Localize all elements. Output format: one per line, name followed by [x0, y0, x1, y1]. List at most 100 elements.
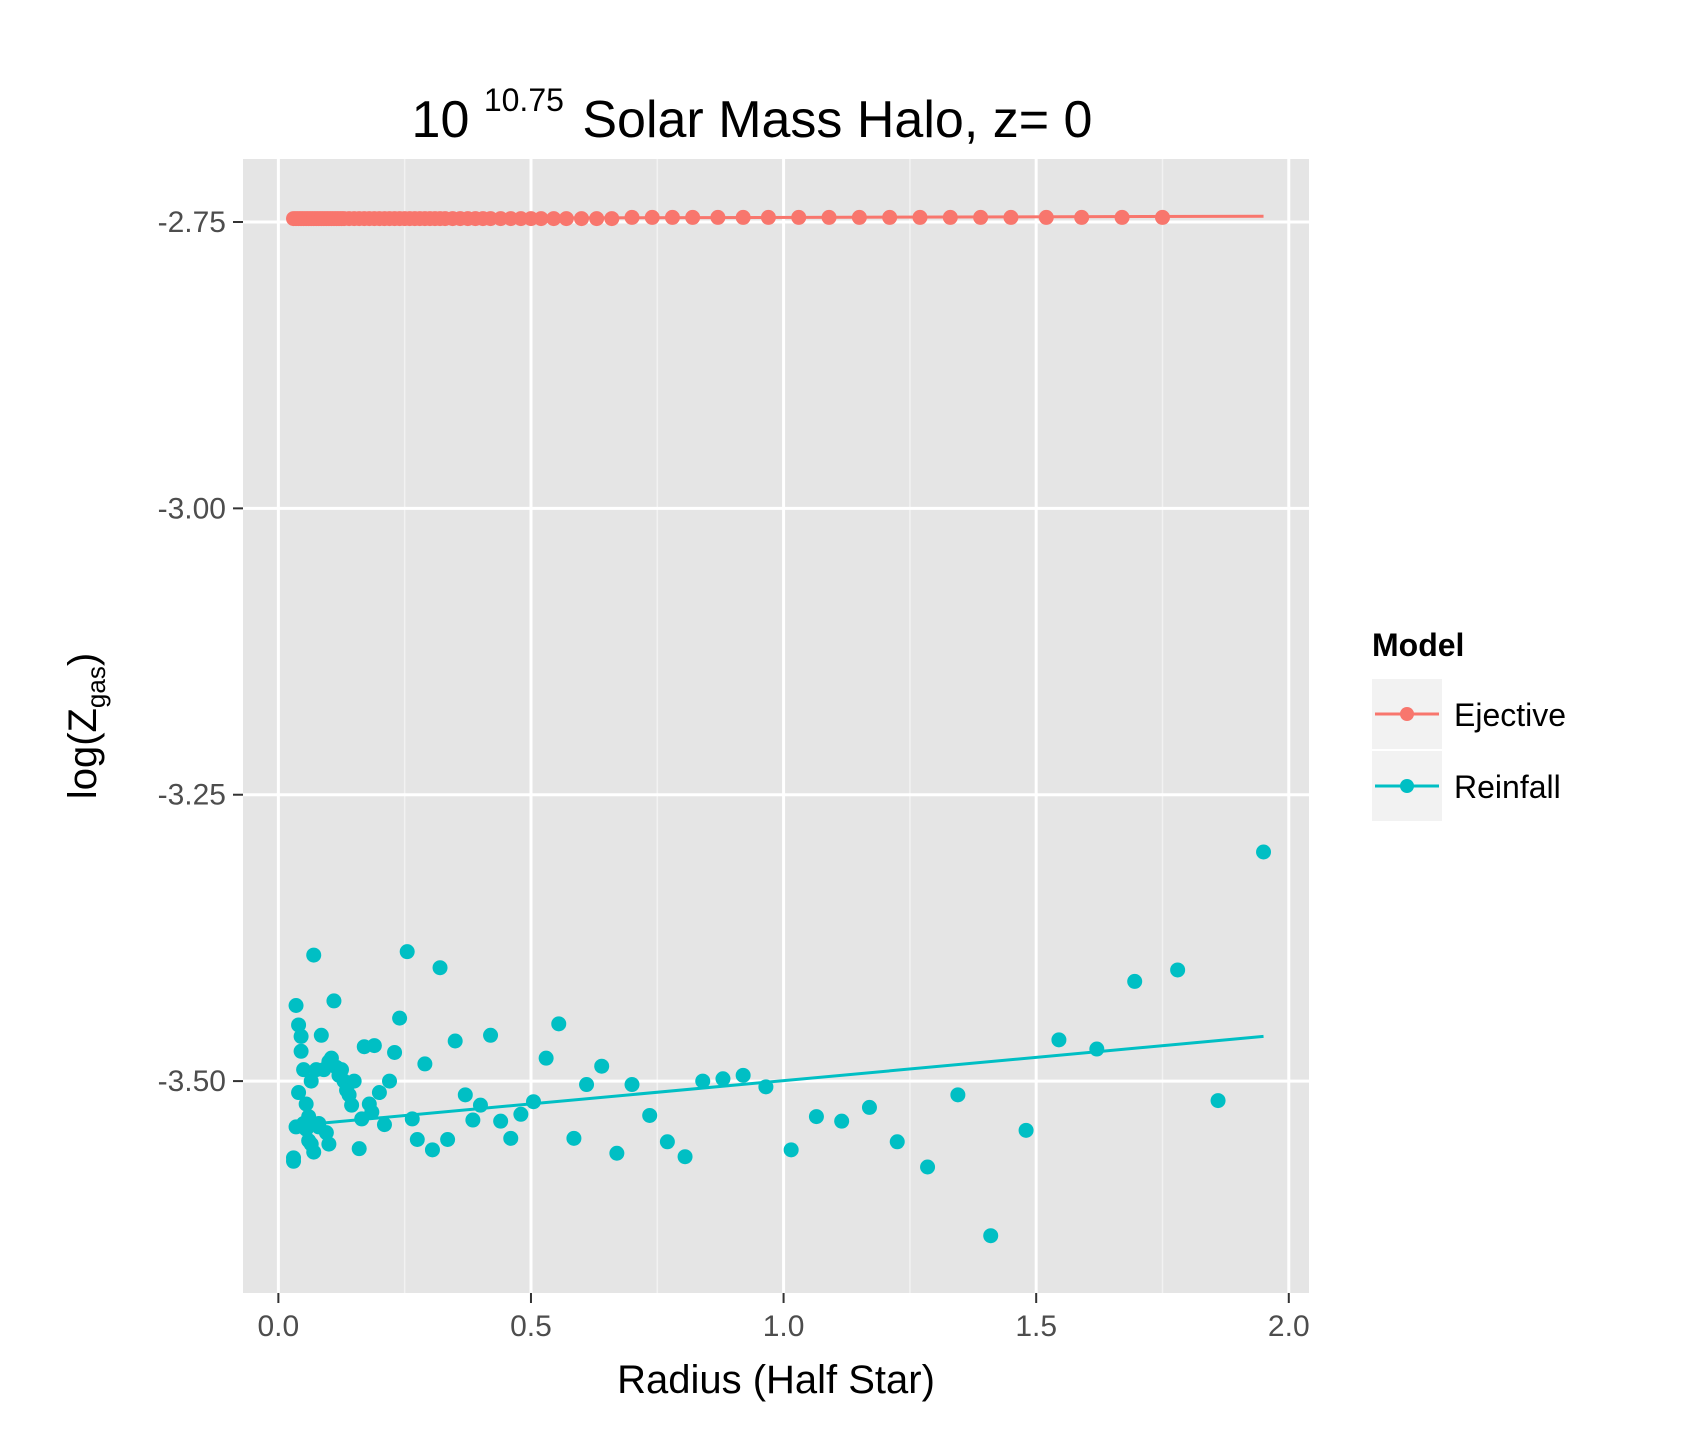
- point-reinfall: [447, 1033, 463, 1049]
- point-reinfall: [1256, 844, 1272, 860]
- point-reinfall: [483, 1027, 499, 1043]
- point-reinfall: [326, 993, 342, 1009]
- point-reinfall: [594, 1058, 610, 1074]
- point-ejective: [558, 211, 574, 227]
- point-ejective: [685, 209, 701, 225]
- point-reinfall: [306, 1144, 322, 1160]
- point-reinfall: [364, 1104, 380, 1120]
- y-axis-title-close: ): [61, 653, 105, 666]
- legend-entry-ejective: Ejective: [1372, 679, 1566, 749]
- data-points: [286, 209, 1272, 1244]
- point-ejective: [882, 209, 898, 225]
- point-ejective: [589, 211, 605, 227]
- point-reinfall: [1018, 1122, 1034, 1138]
- legend-entry-reinfall: Reinfall: [1372, 751, 1561, 821]
- point-reinfall: [404, 1111, 420, 1127]
- x-tick-label: 0.5: [510, 1310, 552, 1343]
- point-ejective: [644, 209, 660, 225]
- point-reinfall: [950, 1087, 966, 1103]
- point-reinfall: [472, 1097, 488, 1113]
- point-reinfall: [1051, 1032, 1067, 1048]
- point-reinfall: [298, 1096, 314, 1112]
- point-reinfall: [417, 1056, 433, 1072]
- point-reinfall: [286, 1153, 302, 1169]
- point-reinfall: [861, 1099, 877, 1115]
- y-tick-label: -3.25: [158, 779, 226, 812]
- point-reinfall: [288, 997, 304, 1013]
- point-reinfall: [399, 944, 415, 960]
- point-ejective: [1154, 209, 1170, 225]
- point-reinfall: [579, 1077, 595, 1093]
- point-reinfall: [382, 1073, 398, 1089]
- point-reinfall: [293, 1043, 309, 1059]
- point-reinfall: [735, 1067, 751, 1083]
- point-reinfall: [1127, 973, 1143, 989]
- y-tick-label: -3.50: [158, 1065, 226, 1098]
- point-reinfall: [409, 1132, 425, 1148]
- x-tick-label: 0.0: [258, 1310, 300, 1343]
- point-ejective: [710, 209, 726, 225]
- point-ejective: [624, 209, 640, 225]
- point-ejective: [912, 209, 928, 225]
- point-reinfall: [291, 1017, 307, 1033]
- point-reinfall: [642, 1107, 658, 1123]
- x-axis-title: Radius (Half Star): [617, 1358, 935, 1402]
- point-reinfall: [432, 960, 448, 976]
- point-ejective: [546, 211, 562, 227]
- point-ejective: [942, 209, 958, 225]
- point-ejective: [735, 209, 751, 225]
- point-reinfall: [525, 1094, 541, 1110]
- point-reinfall: [291, 1085, 307, 1101]
- x-tick-label: 1.5: [1015, 1310, 1057, 1343]
- point-ejective: [851, 209, 867, 225]
- point-reinfall: [392, 1010, 408, 1026]
- point-ejective: [664, 209, 680, 225]
- point-ejective: [1038, 209, 1054, 225]
- point-reinfall: [293, 1028, 309, 1044]
- point-reinfall: [313, 1027, 329, 1043]
- point-ejective: [573, 211, 589, 227]
- title-superscript: 10.75: [484, 82, 564, 118]
- legend-label-reinfall: Reinfall: [1454, 769, 1561, 805]
- point-reinfall: [1210, 1093, 1226, 1109]
- point-reinfall: [296, 1062, 312, 1078]
- y-tick-label: -2.75: [158, 206, 226, 239]
- legend-title: Model: [1372, 627, 1464, 663]
- point-reinfall: [1170, 962, 1186, 978]
- point-reinfall: [566, 1130, 582, 1146]
- y-axis-title-subscript: gas: [81, 666, 111, 708]
- point-ejective: [791, 209, 807, 225]
- point-reinfall: [344, 1097, 360, 1113]
- point-ejective: [1003, 209, 1019, 225]
- title-suffix: Solar Mass Halo, z= 0: [582, 91, 1092, 149]
- point-reinfall: [366, 1038, 382, 1054]
- legend: Model Ejective Reinfall: [1372, 627, 1566, 821]
- axis-ticks: 0.0 0.5 1.0 1.5 2.0 -2.75 -3.00 -3.25 -3.50: [158, 206, 1310, 1343]
- point-reinfall: [371, 1085, 387, 1101]
- point-reinfall: [834, 1113, 850, 1129]
- point-reinfall: [318, 1125, 334, 1141]
- point-reinfall: [715, 1071, 731, 1087]
- y-tick-label: -3.00: [158, 492, 226, 525]
- point-reinfall: [783, 1142, 799, 1158]
- point-ejective: [1074, 209, 1090, 225]
- legend-key-point-ejective: [1400, 707, 1414, 721]
- point-ejective: [533, 211, 549, 227]
- point-reinfall: [387, 1044, 403, 1060]
- point-ejective: [760, 209, 776, 225]
- point-reinfall: [659, 1134, 675, 1150]
- point-reinfall: [538, 1050, 554, 1066]
- point-reinfall: [808, 1109, 824, 1125]
- grid-minor: [403, 159, 1164, 1293]
- point-reinfall: [551, 1016, 567, 1032]
- point-reinfall: [306, 947, 322, 963]
- point-reinfall: [983, 1228, 999, 1244]
- point-reinfall: [465, 1112, 481, 1128]
- title-prefix: 10: [412, 91, 470, 149]
- point-ejective: [973, 209, 989, 225]
- point-reinfall: [457, 1087, 473, 1103]
- point-ejective: [604, 211, 620, 227]
- point-reinfall: [298, 1121, 314, 1137]
- point-reinfall: [334, 1062, 350, 1078]
